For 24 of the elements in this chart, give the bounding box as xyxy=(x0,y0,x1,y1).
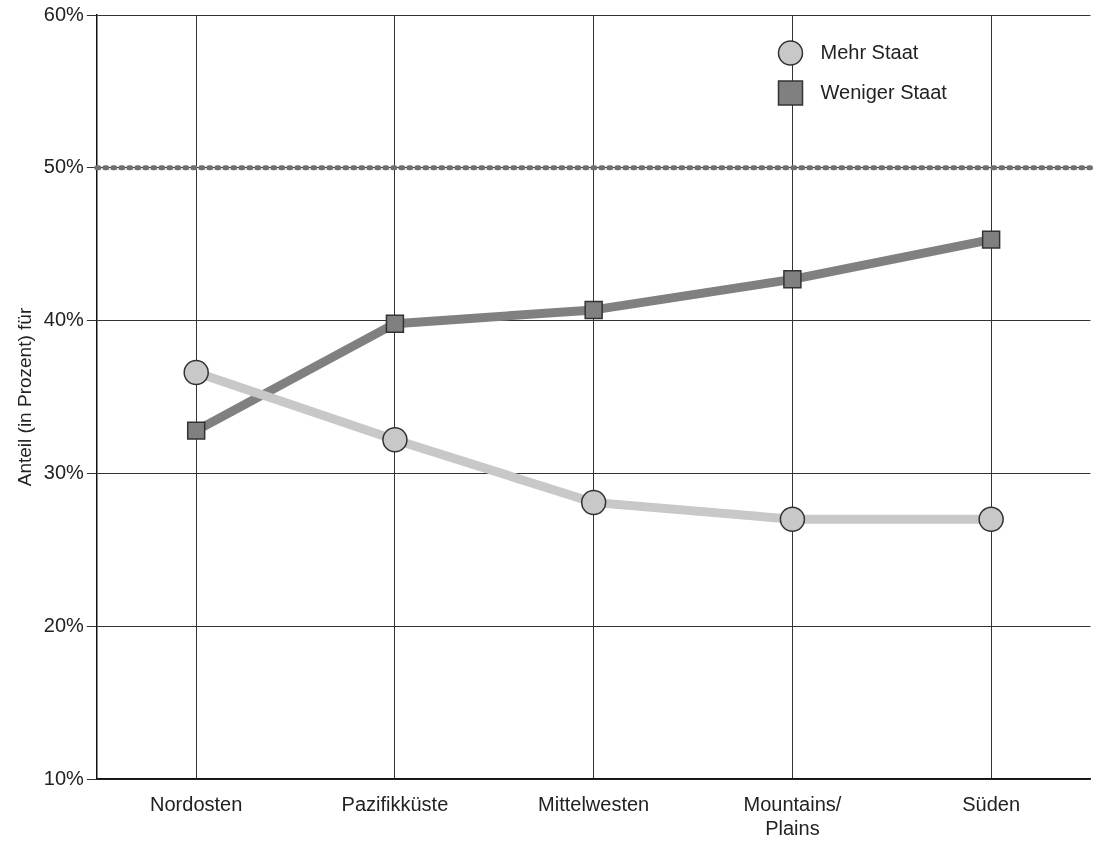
x-tick-label: Mountains/ Plains xyxy=(743,792,842,839)
y-tick-label: 20% xyxy=(43,613,85,636)
y-tick-label: 50% xyxy=(43,155,85,178)
point xyxy=(779,506,806,532)
y-tick-label: 40% xyxy=(43,308,85,331)
x-tick-label: Mittelwesten xyxy=(538,792,650,815)
y-tick-label: 30% xyxy=(43,460,85,483)
y-axis-title: Anteil (in Prozent) für xyxy=(13,307,35,487)
legend-label: Weniger Staat xyxy=(820,80,948,103)
x-tick-label: Nordosten xyxy=(150,792,243,815)
y-tick-label: 10% xyxy=(43,766,85,789)
y-tick-label: 60% xyxy=(43,2,85,25)
x-tick-label: Pazifikküste xyxy=(341,792,449,815)
point xyxy=(978,506,1004,532)
point xyxy=(385,314,405,333)
point xyxy=(186,421,206,440)
point xyxy=(783,270,802,289)
point xyxy=(981,230,1001,249)
legend-label: Mehr Staat xyxy=(820,40,919,63)
point xyxy=(580,489,607,516)
x-tick-label: Süden xyxy=(962,792,1021,815)
point xyxy=(183,359,209,386)
point xyxy=(584,300,603,320)
point xyxy=(382,427,408,453)
